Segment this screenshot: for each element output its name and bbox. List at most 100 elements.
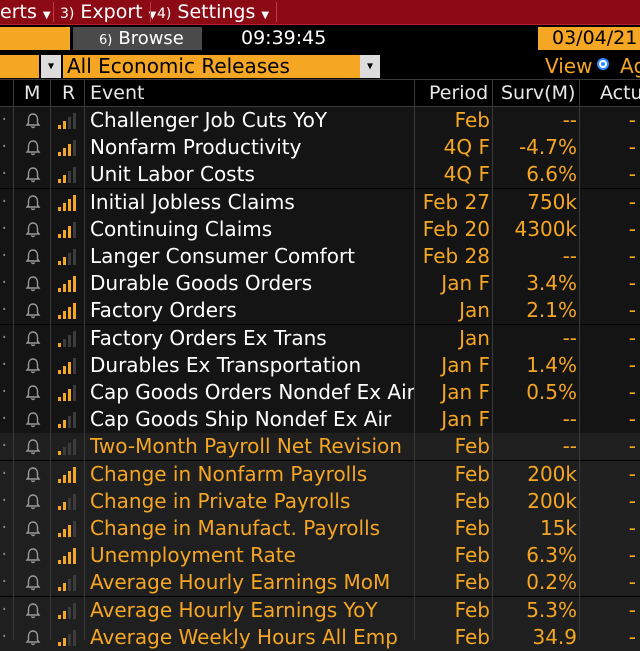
event-name[interactable]: Durables Ex Transportation: [90, 352, 362, 377]
table-row[interactable]: · Change in Nonfarm Payrolls Feb 200k -: [0, 460, 640, 488]
date-field[interactable]: 03/04/21: [538, 27, 640, 50]
survey-value: 750k: [527, 189, 577, 214]
row-marker: ·: [0, 166, 9, 183]
table-row[interactable]: · Continuing Claims Feb 20 4300k -: [0, 215, 640, 243]
bell-icon[interactable]: [24, 574, 42, 592]
event-name[interactable]: Cap Goods Orders Nondef Ex Air: [90, 380, 415, 404]
relevance-bars-icon: [58, 330, 76, 347]
bell-icon[interactable]: [24, 194, 42, 212]
bell-icon[interactable]: [24, 493, 42, 511]
table-row[interactable]: · Cap Goods Ship Nondef Ex Air Jan F -- -: [0, 406, 640, 434]
table-row[interactable]: · Durable Goods Orders Jan F 3.4% -: [0, 270, 640, 298]
bell-icon[interactable]: [24, 438, 42, 456]
event-name[interactable]: Two-Month Payroll Net Revision: [90, 434, 402, 459]
table-row[interactable]: · Factory Orders Ex Trans Jan -- -: [0, 324, 640, 352]
actual-value: -: [628, 597, 636, 622]
bell-icon[interactable]: [24, 302, 42, 320]
bell-icon[interactable]: [24, 166, 42, 184]
release-filter-dropdown-button[interactable]: ▼: [360, 55, 380, 78]
event-name[interactable]: Langer Consumer Comfort: [90, 244, 356, 268]
table-row[interactable]: · Durables Ex Transportation Jan F 1.4% -: [0, 351, 640, 379]
event-name[interactable]: Average Weekly Hours All Emp: [90, 624, 398, 649]
survey-value: 0.5%: [526, 380, 577, 404]
bell-icon[interactable]: [24, 139, 42, 157]
menu-settings-label: Settings: [177, 1, 256, 23]
event-name[interactable]: Nonfarm Productivity: [90, 135, 302, 160]
column-header-m[interactable]: M: [24, 82, 41, 104]
actual-value: -: [628, 380, 636, 404]
table-row[interactable]: · Average Hourly Earnings YoY Feb 5.3% -: [0, 596, 640, 624]
column-header-period[interactable]: Period: [429, 82, 489, 104]
region-dropdown-button[interactable]: ▼: [41, 55, 61, 78]
table-row[interactable]: · Factory Orders Jan 2.1% -: [0, 297, 640, 325]
table-row[interactable]: · Nonfarm Productivity 4Q F -4.7% -: [0, 134, 640, 162]
column-header-surv[interactable]: Surv(M): [501, 82, 576, 104]
menu-export-number: 3): [60, 6, 75, 22]
menu-export[interactable]: 3) Export ▼: [60, 0, 156, 24]
menu-divider: [150, 2, 151, 22]
relevance-bars-icon: [58, 439, 76, 456]
table-row[interactable]: · Cap Goods Orders Nondef Ex Air Jan F 0.5%…: [0, 379, 640, 406]
column-header-event[interactable]: Event: [90, 82, 145, 104]
table-row[interactable]: · Two-Month Payroll Net Revision Feb -- -: [0, 433, 640, 461]
table-row[interactable]: · Unit Labor Costs 4Q F 6.6% -: [0, 161, 640, 189]
period-value: Feb: [454, 516, 490, 540]
column-divider: [492, 80, 493, 640]
period-value: Feb: [454, 108, 490, 132]
event-name[interactable]: Average Hourly Earnings MoM: [90, 570, 391, 595]
event-name[interactable]: Unemployment Rate: [90, 543, 296, 568]
event-name[interactable]: Change in Manufact. Payrolls: [90, 516, 381, 540]
event-name[interactable]: Average Hourly Earnings YoY: [90, 597, 378, 622]
security-field[interactable]: [0, 27, 70, 50]
event-name[interactable]: Change in Nonfarm Payrolls: [90, 461, 368, 486]
bell-icon[interactable]: [24, 221, 42, 239]
relevance-bars-icon: [58, 221, 76, 238]
event-name[interactable]: Continuing Claims: [90, 216, 273, 241]
event-name[interactable]: Change in Private Payrolls: [90, 488, 351, 513]
table-row[interactable]: · Challenger Job Cuts YoY Feb -- -: [0, 107, 640, 134]
column-header-r[interactable]: R: [62, 82, 76, 104]
table-row[interactable]: · Initial Jobless Claims Feb 27 750k -: [0, 188, 640, 216]
menu-alerts[interactable]: erts ▼: [0, 0, 51, 24]
row-marker: ·: [0, 628, 9, 645]
table-row[interactable]: · Average Hourly Earnings MoM Feb 0.2% -: [0, 569, 640, 597]
view-radio-button[interactable]: [597, 58, 609, 70]
bell-icon[interactable]: [24, 466, 42, 484]
bell-icon[interactable]: [24, 602, 42, 620]
bell-icon[interactable]: [24, 330, 42, 348]
relevance-bars-icon: [58, 357, 76, 374]
table-row[interactable]: · Change in Private Payrolls Feb 200k -: [0, 487, 640, 515]
bell-icon[interactable]: [24, 357, 42, 375]
event-name[interactable]: Cap Goods Ship Nondef Ex Air: [90, 407, 392, 432]
browse-button[interactable]: 6) Browse: [73, 27, 202, 50]
relevance-bars-icon: [58, 303, 76, 320]
bell-icon[interactable]: [24, 520, 42, 538]
event-name[interactable]: Factory Orders Ex Trans: [90, 325, 327, 350]
event-name[interactable]: Durable Goods Orders: [90, 271, 313, 296]
event-name[interactable]: Unit Labor Costs: [90, 162, 255, 187]
event-name[interactable]: Factory Orders: [90, 298, 237, 323]
column-header-actual[interactable]: Actual: [600, 82, 640, 104]
bell-icon[interactable]: [24, 248, 42, 266]
event-name[interactable]: Challenger Job Cuts YoY: [90, 108, 328, 132]
bell-icon[interactable]: [24, 275, 42, 293]
release-filter-select[interactable]: All Economic Releases: [63, 55, 360, 78]
menu-settings[interactable]: 4) Settings ▼: [157, 0, 269, 24]
table-row[interactable]: · Unemployment Rate Feb 6.3% -: [0, 542, 640, 570]
row-marker: ·: [0, 248, 9, 264]
view-label: View: [545, 54, 593, 78]
survey-value: 0.2%: [526, 570, 577, 595]
bell-icon[interactable]: [24, 112, 42, 130]
bell-icon[interactable]: [24, 547, 42, 565]
table-row[interactable]: · Langer Consumer Comfort Feb 28 -- -: [0, 243, 640, 270]
header-bottom-border: [0, 106, 640, 107]
region-field[interactable]: [0, 55, 39, 78]
event-name[interactable]: Initial Jobless Claims: [90, 189, 295, 214]
table-row[interactable]: · Change in Manufact. Payrolls Feb 15k -: [0, 515, 640, 542]
actual-value: -: [628, 162, 636, 187]
bell-icon[interactable]: [24, 384, 42, 402]
bell-icon[interactable]: [24, 411, 42, 429]
table-row[interactable]: · Average Weekly Hours All Emp Feb 34.9 -: [0, 623, 640, 651]
relevance-bars-icon: [58, 385, 76, 401]
bell-icon[interactable]: [24, 629, 42, 647]
